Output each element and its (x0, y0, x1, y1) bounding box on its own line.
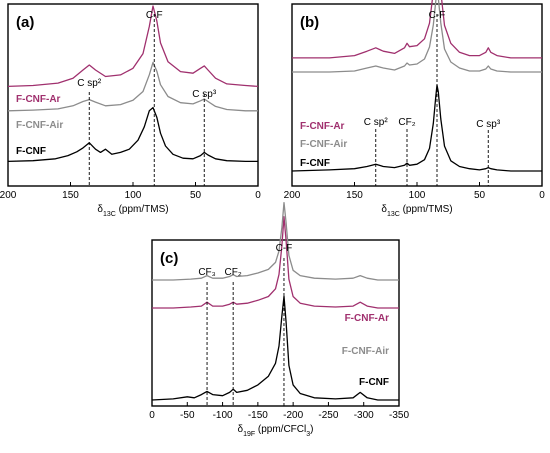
x-tick-label: 0 (539, 190, 545, 201)
x-tick-label: 0 (149, 410, 155, 421)
spectrum-line (152, 216, 399, 309)
peak-label: CF₂ (225, 267, 242, 278)
spectrum-line (292, 0, 542, 73)
peak-label: C-F (429, 10, 446, 21)
x-axis-label: δ13C (ppm/TMS) (381, 204, 452, 218)
peak-label: CF₂ (398, 117, 415, 128)
peak-label: C-F (146, 10, 163, 21)
x-tick-label: 150 (346, 190, 363, 201)
x-axis-label: δ19F (ppm/CFCl3) (237, 424, 313, 438)
x-tick-label: 150 (62, 190, 79, 201)
peak-label: C sp² (364, 117, 389, 128)
peak-label: C sp³ (476, 119, 501, 130)
spectrum-line (7, 61, 258, 112)
x-tick-label: 100 (409, 190, 426, 201)
spectrum-line (7, 5, 259, 88)
x-tick-label: -300 (354, 410, 374, 421)
peak-label: C sp³ (192, 89, 217, 100)
chart-panel-1: (a) 200 150 100 50 0 δ13C (ppm/TMS) C sp² C-F C s… (0, 3, 261, 218)
spectrum-line (291, 84, 542, 172)
x-tick-label: 50 (474, 190, 486, 201)
chart-panel-2: (b) 200 150 100 50 0 δ13C (ppm/TMS) C sp² CF₂ C-F… (284, 0, 545, 218)
x-tick-label: 200 (284, 190, 301, 201)
peak-label: CF₃ (198, 267, 215, 278)
series-label: F-CNF (300, 158, 330, 169)
x-axis-label: δ13C (ppm/TMS) (97, 204, 168, 218)
chart-panel-3: (c) 0 -50 -100 -150 -200 -250 -300 -350 δ19F (ppm… (149, 201, 409, 438)
peak-label: C sp² (77, 78, 102, 89)
spectrum-line (292, 0, 542, 59)
x-tick-label: -200 (283, 410, 303, 421)
x-tick-label: 100 (125, 190, 142, 201)
spectrum-line (7, 106, 258, 163)
x-tick-label: 0 (255, 190, 261, 201)
series-label: F-CNF-Air (16, 120, 63, 131)
series-label: F-CNF (359, 377, 389, 388)
panel-label: (b) (300, 14, 319, 31)
x-tick-label: -100 (213, 410, 233, 421)
x-tick-label: -150 (248, 410, 268, 421)
plot-frame (151, 239, 400, 407)
x-tick-label: -250 (318, 410, 338, 421)
series-label: F-CNF-Ar (16, 94, 61, 105)
x-tick-label: -350 (389, 410, 409, 421)
x-tick-label: -50 (180, 410, 195, 421)
series-label: F-CNF-Ar (345, 313, 390, 324)
peak-label: C-F (276, 243, 293, 254)
x-tick-label: 200 (0, 190, 17, 201)
panel-label: (a) (16, 14, 34, 31)
x-tick-label: 50 (190, 190, 202, 201)
spectrum-line (151, 295, 399, 401)
series-label: F-CNF-Air (342, 346, 389, 357)
spectrum-line (152, 201, 399, 281)
series-label: F-CNF-Air (300, 139, 347, 150)
series-label: F-CNF-Ar (300, 121, 345, 132)
series-label: F-CNF (16, 146, 46, 157)
panel-label: (c) (160, 250, 178, 267)
